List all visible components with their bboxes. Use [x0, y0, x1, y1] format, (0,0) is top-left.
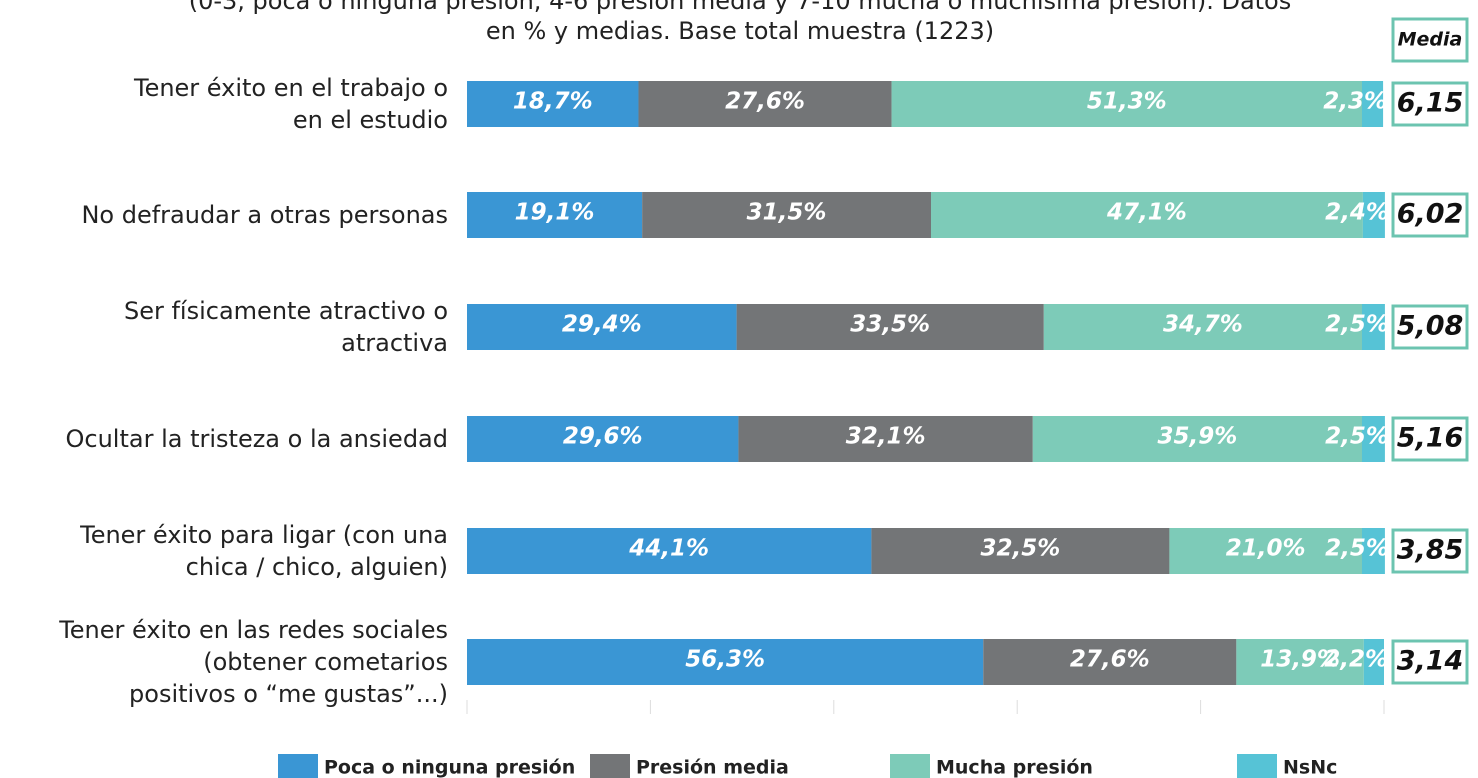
category-label: Ocultar la tristeza o la ansiedad	[65, 425, 449, 453]
mean-box	[1391, 304, 1469, 350]
data-label: 51,3%	[1087, 89, 1167, 115]
data-label: 19,1%	[515, 200, 595, 226]
bar-segment	[983, 639, 1237, 685]
category-label: Tener éxito para ligar (con una chica / …	[80, 521, 448, 581]
bar-segment	[931, 192, 1363, 238]
data-label: 31,5%	[747, 200, 827, 226]
legend-swatch	[1237, 754, 1277, 778]
legend-label: Mucha presión	[936, 757, 1093, 778]
data-label: 35,9%	[1157, 424, 1237, 450]
legend-swatch	[278, 754, 318, 778]
data-label: 2,2%	[1324, 647, 1388, 673]
bar-segment	[467, 528, 872, 574]
legend-swatch	[890, 754, 930, 778]
bar-segment	[638, 81, 892, 127]
bar-segment	[1361, 81, 1384, 127]
data-label: 33,5%	[850, 312, 930, 338]
bar-segment	[467, 639, 984, 685]
bar-segment	[1362, 192, 1385, 238]
bar-segment	[1361, 528, 1385, 574]
mean-box	[1391, 81, 1469, 127]
bar-segment	[467, 416, 739, 462]
category-label: Ser físicamente atractivo o atractiva	[123, 297, 448, 357]
data-label: 13,9%	[1260, 647, 1340, 673]
mean-label: 6,02	[1397, 199, 1464, 230]
data-label: 32,1%	[846, 424, 926, 450]
mean-header: Media	[1398, 29, 1463, 51]
data-label: 56,3%	[685, 647, 765, 673]
subtitle: en % y medias. Base total muestra (1223)	[486, 17, 994, 45]
data-label: 18,7%	[513, 89, 593, 115]
bar-segment	[467, 81, 639, 127]
mean-label: 5,08	[1397, 311, 1464, 342]
mean-label: 3,85	[1397, 535, 1464, 566]
data-label: 2,3%	[1323, 89, 1387, 115]
mean-box	[1391, 416, 1469, 462]
bar-segment	[642, 192, 932, 238]
data-label: 27,6%	[1070, 647, 1150, 673]
data-label: 34,7%	[1163, 312, 1243, 338]
subtitle: (0-3, poca o ninguna presión, 4-6 presió…	[189, 0, 1292, 15]
bar-segment	[871, 528, 1170, 574]
bar-segment	[1363, 639, 1384, 685]
legend-label: Poca o ninguna presión	[324, 757, 575, 778]
category-label: Tener éxito en el trabajo o en el estudi…	[133, 74, 448, 134]
mean-box	[1391, 192, 1469, 238]
data-label: 2,5%	[1325, 536, 1389, 562]
data-label: 2,5%	[1325, 424, 1389, 450]
bar-segment	[738, 416, 1033, 462]
bar-segment	[736, 304, 1044, 350]
bar-segment	[467, 304, 737, 350]
data-label: 44,1%	[628, 536, 709, 562]
bar-segment	[1169, 528, 1362, 574]
data-label: 27,6%	[725, 89, 805, 115]
bar-segment	[1032, 416, 1362, 462]
data-label: 29,4%	[562, 312, 642, 338]
mean-header-box	[1391, 17, 1469, 63]
bar-segment	[1361, 416, 1385, 462]
category-label: Tener éxito en las redes sociales (obten…	[59, 616, 448, 708]
legend-swatch	[590, 754, 630, 778]
data-label: 29,6%	[563, 424, 643, 450]
mean-label: 3,14	[1397, 646, 1464, 677]
data-label: 2,4%	[1325, 200, 1389, 226]
data-label: 32,5%	[981, 536, 1061, 562]
bar-segment	[1236, 639, 1364, 685]
bar-segment	[1043, 304, 1362, 350]
mean-label: 5,16	[1397, 423, 1464, 454]
bar-segment	[1361, 304, 1385, 350]
data-label: 47,1%	[1106, 200, 1187, 226]
mean-box	[1391, 528, 1469, 574]
data-label: 2,5%	[1325, 312, 1389, 338]
legend-label: Presión media	[636, 757, 789, 778]
bar-segment	[891, 81, 1362, 127]
mean-box	[1391, 639, 1469, 685]
legend-label: NsNc	[1283, 757, 1337, 778]
mean-label: 6,15	[1397, 88, 1464, 119]
bar-segment	[467, 192, 643, 238]
category-label: No defraudar a otras personas	[81, 201, 448, 229]
data-label: 21,0%	[1226, 536, 1306, 562]
